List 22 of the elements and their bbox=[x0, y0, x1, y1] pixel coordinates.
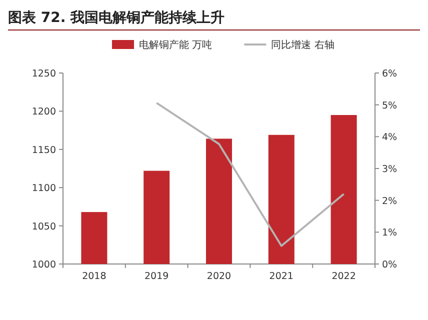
x-tick-label: 2020 bbox=[206, 271, 232, 282]
y2-tick-label: 0% bbox=[382, 260, 398, 270]
y-tick-label: 1050 bbox=[32, 221, 56, 232]
x-tick-label: 2022 bbox=[332, 271, 356, 282]
y-tick-label: 1200 bbox=[32, 106, 56, 118]
y2-tick-label: 2% bbox=[382, 196, 398, 207]
chart-title: 图表 72. 我国电解铜产能持续上升 bbox=[8, 9, 225, 26]
y-tick-label: 1000 bbox=[32, 260, 56, 270]
legend-label: 同比增速 右轴 bbox=[271, 39, 334, 51]
y2-tick-label: 6% bbox=[382, 68, 398, 80]
y2-tick-label: 3% bbox=[382, 164, 398, 175]
legend-label: 电解铜产能 万吨 bbox=[139, 39, 212, 51]
y-tick-label: 1250 bbox=[32, 68, 56, 80]
y2-tick-label: 1% bbox=[382, 228, 398, 239]
y-tick-label: 1100 bbox=[32, 183, 56, 194]
y-tick-label: 1150 bbox=[32, 144, 56, 156]
x-tick-label: 2018 bbox=[82, 271, 106, 282]
line-series bbox=[156, 102, 345, 247]
x-tick-label: 2019 bbox=[144, 271, 169, 282]
y2-tick-label: 4% bbox=[382, 132, 398, 144]
x-tick-label: 2021 bbox=[269, 271, 294, 282]
y2-tick-label: 5% bbox=[382, 100, 398, 112]
